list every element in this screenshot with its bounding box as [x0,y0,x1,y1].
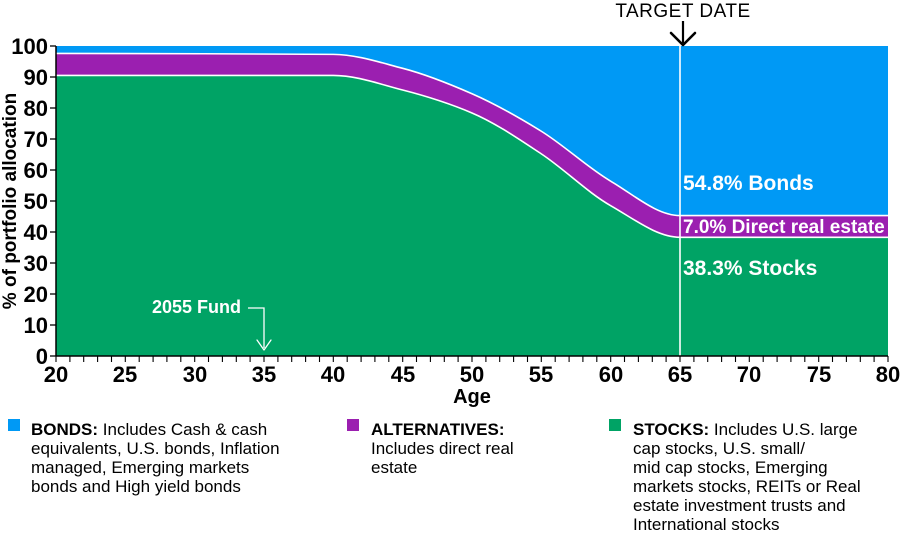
svg-text:60: 60 [599,362,623,387]
svg-text:cap stocks, U.S. small/: cap stocks, U.S. small/ [633,439,805,458]
svg-text:bonds and High yield bonds: bonds and High yield bonds [31,477,241,496]
svg-text:60: 60 [24,158,48,183]
svg-text:65: 65 [668,362,692,387]
svg-text:mid cap stocks, Emerging: mid cap stocks, Emerging [633,458,828,477]
svg-text:STOCKS: Includes U.S. large: STOCKS: Includes U.S. large [633,420,858,439]
svg-text:54.8% Bonds: 54.8% Bonds [683,172,814,195]
svg-text:90: 90 [24,65,48,90]
svg-text:40: 40 [24,220,48,245]
svg-text:70: 70 [24,127,48,152]
svg-text:% of portfolio allocation: % of portfolio allocation [0,93,21,309]
svg-text:TARGET DATE: TARGET DATE [615,1,750,22]
svg-text:ALTERNATIVES:: ALTERNATIVES: [371,420,504,439]
svg-text:80: 80 [876,362,900,387]
svg-text:75: 75 [807,362,831,387]
svg-text:50: 50 [460,362,484,387]
svg-text:Age: Age [453,386,491,408]
svg-text:70: 70 [737,362,761,387]
svg-text:managed, Emerging markets: managed, Emerging markets [31,458,249,477]
svg-text:50: 50 [24,189,48,214]
svg-text:equivalents, U.S. bonds, Infla: equivalents, U.S. bonds, Inflation [31,439,280,458]
svg-text:38.3% Stocks: 38.3% Stocks [683,257,817,280]
svg-text:7.0% Direct real estate: 7.0% Direct real estate [683,217,885,238]
svg-text:10: 10 [24,313,48,338]
svg-text:Includes direct real: Includes direct real [371,439,514,458]
svg-text:20: 20 [44,362,68,387]
svg-text:30: 30 [24,251,48,276]
svg-text:estate: estate [371,458,417,477]
svg-text:International stocks: International stocks [633,515,779,534]
svg-text:35: 35 [252,362,276,387]
svg-text:markets stocks, REITs or Real: markets stocks, REITs or Real [633,477,861,496]
svg-text:45: 45 [391,362,415,387]
svg-text:80: 80 [24,96,48,121]
svg-text:25: 25 [113,362,137,387]
svg-text:20: 20 [24,282,48,307]
svg-text:100: 100 [11,34,48,59]
svg-text:BONDS: Includes Cash & cash: BONDS: Includes Cash & cash [31,420,267,439]
svg-text:2055 Fund: 2055 Fund [152,297,241,317]
svg-text:55: 55 [529,362,553,387]
svg-text:30: 30 [183,362,207,387]
svg-text:40: 40 [321,362,345,387]
svg-text:estate investment trusts and: estate investment trusts and [633,496,846,515]
